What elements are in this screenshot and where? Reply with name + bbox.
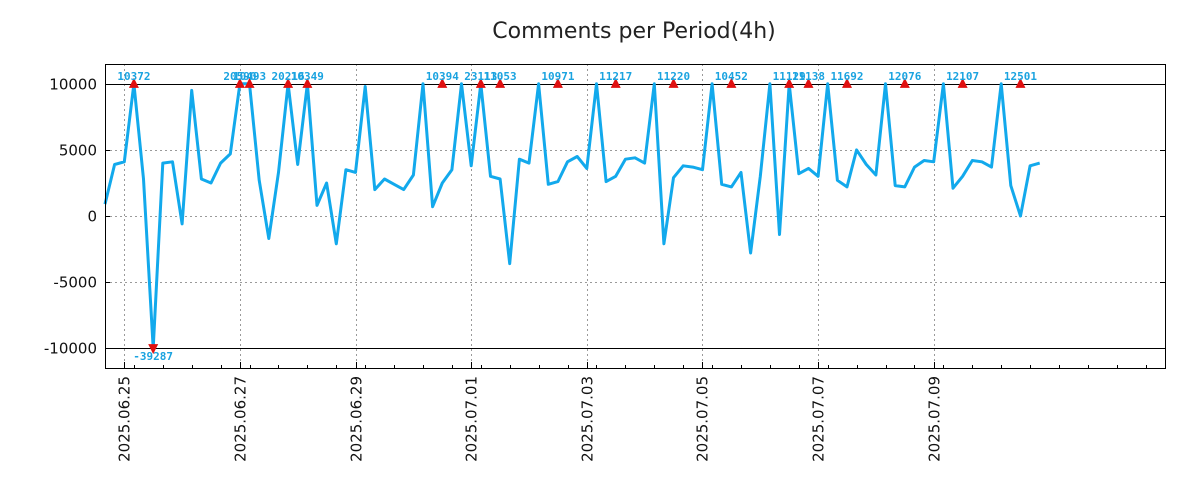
plot-frame	[105, 64, 1166, 369]
y-tick-label: 5000	[59, 142, 97, 160]
x-tick-label: 2025.07.01	[463, 376, 481, 462]
y-axis: 10000 5000 0 -5000 -10000	[44, 76, 1165, 358]
peak-marker	[437, 77, 448, 88]
peak-marker	[899, 77, 910, 88]
peak-label: 20216	[272, 70, 305, 83]
x-tick-label: 2025.06.25	[116, 376, 134, 462]
peak-marker	[283, 77, 294, 88]
y-tick-label: -10000	[44, 340, 97, 358]
peak-marker	[234, 77, 245, 88]
peak-label: 10452	[715, 70, 748, 83]
series-line	[103, 82, 1041, 350]
x-axis: 2025.06.25 2025.06.27 2025.06.29 2025.07.01…	[105, 362, 1147, 462]
peak-label: 12076	[888, 70, 921, 83]
peak-marker	[552, 77, 563, 88]
peak-marker	[803, 77, 814, 88]
y-tick-label: 0	[87, 208, 97, 226]
peak-marker	[302, 77, 313, 88]
clip-lines	[105, 84, 1165, 349]
trough-label: -39287	[133, 350, 173, 363]
peak-label: 11138	[792, 70, 825, 83]
peak-label: 12107	[946, 70, 979, 83]
peak-label: 11053	[484, 70, 517, 83]
peak-markers	[128, 77, 1026, 355]
peak-marker	[1015, 77, 1026, 88]
peak-marker	[957, 77, 968, 88]
peak-marker	[495, 77, 506, 88]
trough-marker	[148, 344, 159, 355]
peak-marker	[668, 77, 679, 88]
peak-label: 11217	[599, 70, 632, 83]
y-tick-label: 10000	[49, 76, 97, 94]
peak-marker	[475, 77, 486, 88]
x-tick-label: 2025.07.03	[579, 376, 597, 462]
peak-marker	[726, 77, 737, 88]
x-tick-label: 2025.06.27	[232, 376, 250, 462]
peak-label: 11692	[830, 70, 863, 83]
peak-label: 23113	[464, 70, 497, 83]
peak-label: 20590	[223, 70, 256, 83]
x-tick-label: 2025.07.07	[810, 376, 828, 462]
peak-label: 10394	[426, 70, 459, 83]
peak-marker	[784, 77, 795, 88]
peak-label: 10971	[541, 70, 574, 83]
chart-title: Comments per Period(4h)	[492, 19, 776, 44]
peak-label: 11220	[657, 70, 690, 83]
peak-label: 10372	[117, 70, 150, 83]
peak-marker	[244, 77, 255, 88]
x-tick-label: 2025.07.05	[694, 376, 712, 462]
peak-label: 10493	[233, 70, 266, 83]
peak-label: 12501	[1004, 70, 1037, 83]
peak-label: 10349	[291, 70, 324, 83]
x-tick-label: 2025.07.09	[926, 376, 944, 462]
peak-marker	[842, 77, 852, 88]
peak-marker	[128, 77, 139, 88]
series-layer	[103, 82, 1041, 350]
peak-label: 11129	[773, 70, 806, 83]
peak-marker	[610, 77, 621, 88]
y-tick-label: -5000	[53, 274, 97, 292]
x-tick-label: 2025.06.29	[348, 376, 366, 462]
